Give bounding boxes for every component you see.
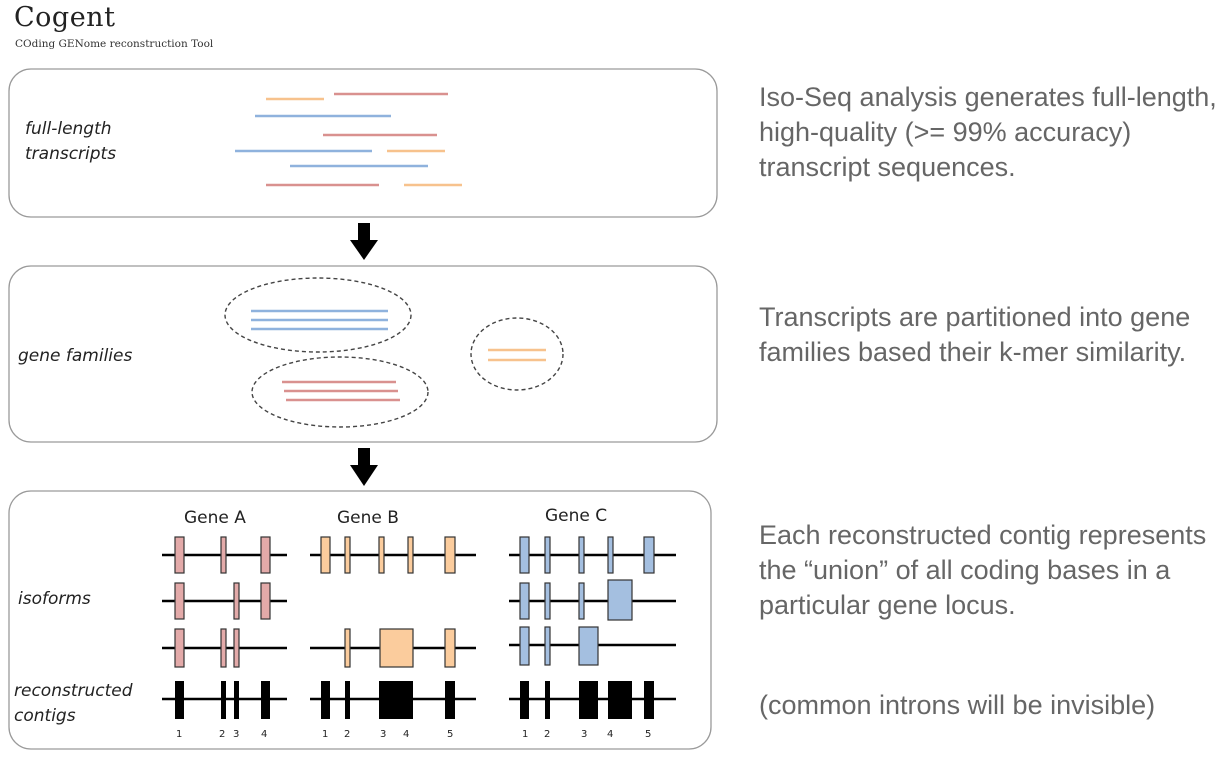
exon: [578, 582, 585, 620]
exon: [544, 582, 551, 620]
exon: [407, 536, 414, 574]
panel-gene-families: [8, 265, 718, 443]
gene-name-a: Gene A: [184, 508, 246, 528]
exon: [260, 536, 271, 574]
contig-exon: [445, 681, 455, 719]
gene-c-isoforms: [509, 536, 676, 666]
contig-exon: [520, 681, 529, 719]
exon-number: 5: [447, 729, 453, 740]
gene-name-b: Gene B: [337, 508, 399, 528]
panel-label-isoforms: isoforms: [18, 589, 91, 609]
exon: [320, 536, 331, 574]
exon: [379, 628, 414, 668]
app-title: Cogent: [14, 2, 116, 33]
exon: [607, 536, 614, 574]
panel-label-transcripts: full-length transcripts: [25, 119, 117, 164]
exon: [544, 536, 551, 574]
contig-exon: [221, 681, 226, 719]
exon: [444, 628, 456, 668]
exon: [578, 626, 599, 666]
panel-label-contigs: reconstructed contigs: [14, 681, 138, 726]
transcript-lines: [235, 92, 462, 187]
family-cluster-outline: [251, 356, 429, 428]
family-cluster-outline: [470, 317, 564, 391]
family-cluster-outline: [224, 277, 412, 353]
contig-exon: [579, 681, 598, 719]
exon-number: 2: [219, 729, 225, 740]
description-full-length: Iso-Seq analysis generates full-length, …: [759, 82, 1217, 182]
panel-label-gene-families: gene families: [18, 346, 132, 366]
exon: [260, 582, 271, 620]
description-gene-families: Transcripts are partitioned into gene fa…: [759, 302, 1191, 367]
exon: [344, 628, 351, 668]
exon-number: 4: [607, 729, 613, 740]
gene-a-isoforms: [162, 536, 287, 668]
contig-exon: [261, 681, 270, 719]
exon-number: 3: [581, 729, 587, 740]
exon-number: 3: [233, 729, 239, 740]
exon: [233, 582, 240, 620]
down-arrow-icon: [350, 448, 378, 486]
exon: [233, 628, 240, 668]
exon: [220, 536, 227, 574]
exon-number: 2: [544, 729, 550, 740]
exon-numbers: 1 2 3 4 1 2 3 4 5 1 2 3 4 5: [176, 729, 651, 740]
exon: [519, 626, 530, 666]
contig-exon: [608, 681, 632, 719]
exon: [544, 626, 551, 666]
contig-exon: [644, 681, 654, 719]
exon: [519, 536, 530, 574]
contig-exon: [175, 681, 184, 719]
exon: [174, 582, 185, 620]
contig-exon: [345, 681, 350, 719]
exon-number: 4: [403, 729, 409, 740]
exon-number: 2: [344, 729, 350, 740]
panel-isoforms: [8, 490, 712, 750]
gene-b-isoforms: [310, 536, 476, 668]
exon-number: 4: [261, 729, 267, 740]
exon: [444, 536, 456, 574]
exon-number: 1: [522, 729, 528, 740]
contig-exon: [545, 681, 550, 719]
panel-transcripts: [8, 68, 718, 218]
exon: [643, 536, 655, 574]
contig-exon: [234, 681, 239, 719]
description-invisible-introns: (common introns will be invisible): [759, 690, 1156, 720]
exon-number: 1: [322, 729, 328, 740]
exon: [344, 536, 351, 574]
exon: [607, 579, 633, 621]
exon-number: 5: [645, 729, 651, 740]
exon: [519, 582, 530, 620]
exon: [174, 536, 185, 574]
app-subtitle: COding GENome reconstruction Tool: [15, 38, 214, 50]
contig-exon: [321, 681, 330, 719]
exon: [174, 628, 185, 668]
exon: [220, 628, 227, 668]
family-clusters: [224, 277, 564, 428]
exon: [378, 536, 385, 574]
reconstructed-contigs: [162, 681, 676, 719]
down-arrow-icon: [350, 223, 378, 260]
contig-exon: [379, 681, 413, 719]
description-contig-union: Each reconstructed contig represents the…: [759, 520, 1207, 620]
family-transcript-lines: [251, 309, 546, 402]
exon-number: 1: [176, 729, 182, 740]
exon: [578, 536, 585, 574]
exon-number: 3: [380, 729, 386, 740]
gene-name-c: Gene C: [545, 506, 607, 526]
